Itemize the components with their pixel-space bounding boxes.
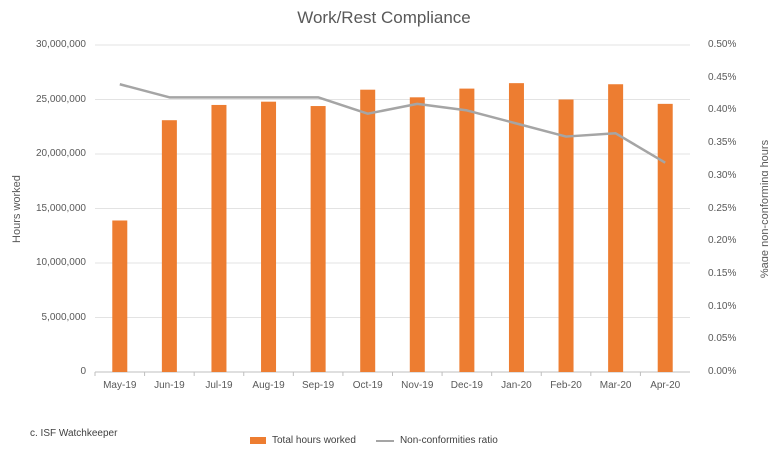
y-tick-right: 0.00%: [708, 366, 737, 377]
y-tick-left: 30,000,000: [35, 39, 86, 50]
x-tick: Mar-20: [599, 380, 632, 391]
x-tick: Jan-20: [501, 380, 532, 391]
legend: Total hours worked Non-conformities rati…: [250, 435, 498, 446]
y-tick-right: 0.20%: [708, 235, 737, 247]
legend-bar-swatch: [250, 437, 266, 444]
bar: [310, 106, 326, 372]
y-tick-left: 5,000,000: [41, 311, 87, 323]
x-tick: Feb-20: [550, 380, 582, 391]
bar: [657, 103, 673, 373]
chart-title: Work/Rest Compliance: [297, 8, 471, 27]
y-axis-label-right: %age non-conforming hours: [759, 139, 768, 279]
y-tick-right: 0.25%: [708, 202, 737, 214]
bar: [211, 104, 227, 372]
y-tick-left: 20,000,000: [35, 148, 86, 159]
y-tick-left: 15,000,000: [35, 202, 86, 214]
x-tick: Nov-19: [401, 380, 434, 391]
bar: [409, 97, 425, 372]
x-tick: Oct-19: [352, 380, 383, 391]
x-tick: Aug-19: [252, 380, 285, 391]
bar: [360, 89, 376, 372]
y-tick-right: 0.15%: [708, 267, 737, 279]
source-note: c. ISF Watchkeeper: [30, 428, 118, 439]
y-axis-label-left: Hours worked: [11, 175, 23, 243]
x-tick: Dec-19: [450, 380, 483, 391]
x-tick: May-19: [103, 380, 137, 391]
y-tick-left: 0: [80, 366, 86, 377]
x-tick: Jul-19: [205, 380, 233, 391]
bar: [459, 88, 475, 372]
bar: [608, 84, 624, 373]
y-tick-right: 0.30%: [708, 169, 737, 181]
y-tick-right: 0.35%: [708, 137, 737, 149]
y-tick-left: 25,000,000: [35, 93, 86, 105]
x-tick: Jun-19: [154, 380, 185, 391]
bar: [112, 220, 128, 372]
legend-line-swatch: [375, 439, 394, 442]
y-tick-right: 0.10%: [708, 300, 737, 312]
y-tick-right: 0.50%: [708, 39, 737, 50]
bar: [261, 101, 277, 373]
y-tick-right: 0.05%: [708, 333, 737, 345]
y-tick-right: 0.40%: [708, 104, 737, 116]
y-tick-right: 0.45%: [708, 71, 737, 83]
legend-line-label: Non-conformities ratio: [399, 435, 498, 446]
x-tick: Sep-19: [302, 380, 335, 391]
x-tick: Apr-20: [650, 380, 681, 391]
bar: [558, 99, 574, 372]
ratio-line: [119, 83, 666, 164]
legend-bar-label: Total hours worked: [272, 435, 356, 446]
bar: [161, 120, 177, 373]
bar: [508, 83, 524, 373]
y-tick-left: 10,000,000: [35, 257, 86, 268]
